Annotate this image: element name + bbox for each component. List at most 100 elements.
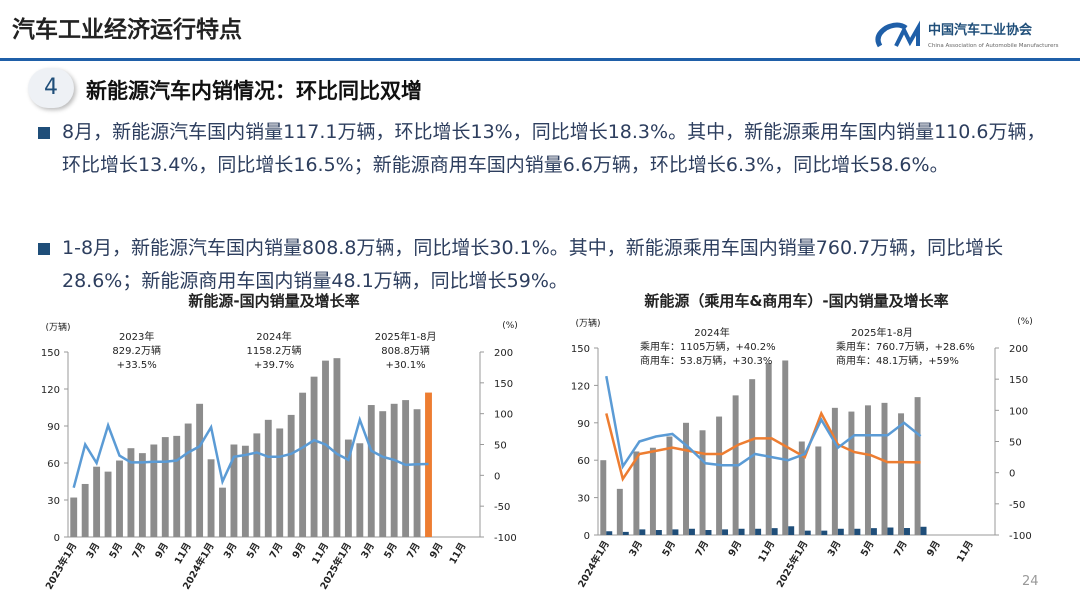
x-tick-label: 9月 (153, 541, 171, 560)
bar (333, 358, 341, 537)
page-number: 24 (1022, 574, 1039, 589)
bar (616, 488, 623, 535)
bar (310, 376, 318, 537)
y2-tick-label: -50 (1009, 500, 1025, 511)
bar (276, 428, 284, 537)
bar (241, 445, 249, 537)
y-axis-label: (万辆) (45, 321, 70, 333)
x-tick-label: 3月 (627, 539, 645, 558)
x-tick-label: 7月 (268, 541, 286, 560)
y-tick-label: 90 (47, 422, 60, 433)
x-tick-label: 2024年1月 (575, 539, 611, 590)
line (605, 410, 921, 482)
header-rule (0, 58, 1080, 61)
annotation: 2024年 (694, 326, 729, 339)
y-tick-label: 150 (41, 348, 60, 359)
bar (771, 528, 778, 535)
bar (356, 443, 364, 537)
y2-tick-label: 0 (1009, 469, 1015, 480)
y2-tick-label: -100 (1009, 531, 1032, 542)
section-number: 4 (28, 68, 74, 108)
bar (116, 460, 123, 537)
x-tick-label: 7月 (892, 539, 910, 558)
y2-tick-label: 50 (1009, 438, 1022, 449)
logo-name: 中国汽车工业协会 (928, 22, 1033, 38)
x-tick-label: 5月 (245, 541, 263, 560)
bar (755, 528, 762, 535)
x-tick-label: 7月 (130, 541, 148, 560)
x-tick-label: 9月 (428, 541, 446, 560)
bar (716, 416, 723, 535)
bar (390, 403, 398, 537)
y-axis-label: (万辆) (575, 317, 600, 329)
x-tick-label: 5月 (108, 541, 126, 560)
x-tick-label: 3月 (826, 539, 844, 558)
bar (920, 526, 927, 535)
y2-tick-label: 150 (1009, 375, 1028, 386)
annotation: 商用车：53.8万辆，+30.3% (640, 354, 772, 367)
y2-tick-label: -50 (494, 502, 510, 513)
annotation: 829.2万辆 (112, 344, 161, 357)
y-tick-label: 0 (54, 533, 60, 544)
y2-tick-label: 50 (494, 441, 507, 452)
bar (606, 531, 613, 535)
annotation: +33.5% (117, 360, 157, 371)
bar (299, 392, 307, 537)
y2-tick-label: 100 (494, 410, 513, 421)
chart-title: 新能源（乘用车&商用车）-国内销量及增长率 (644, 292, 948, 310)
bar (622, 531, 629, 535)
x-tick-label: 11月 (310, 541, 331, 566)
bar (150, 444, 158, 537)
x-tick-label: 9月 (925, 539, 943, 558)
bar (104, 471, 112, 537)
y2-axis-label: (%) (1017, 317, 1033, 327)
x-tick-label: 2025年1月 (774, 539, 810, 590)
annotation: 1158.2万辆 (247, 344, 302, 357)
bar (738, 528, 745, 535)
bar (788, 526, 795, 535)
bar (705, 530, 712, 535)
bar (904, 528, 910, 535)
bar (683, 422, 689, 535)
x-tick-label: 9月 (291, 541, 309, 560)
bar (127, 448, 135, 537)
bar (881, 402, 888, 535)
bar (782, 360, 789, 535)
y-tick-label: 60 (47, 459, 60, 470)
bar (848, 411, 855, 535)
annotation: 商用车：48.1万辆，+59% (836, 354, 959, 367)
bar (196, 403, 204, 537)
bar (666, 436, 673, 535)
y-tick-label: 30 (47, 496, 60, 507)
annotation: 2024年 (256, 330, 291, 343)
annotation: +30.1% (386, 360, 426, 371)
bar (253, 433, 261, 537)
annotation: 乘用车：1105万辆，+40.2% (640, 340, 776, 353)
section-title: 新能源汽车内销情况：环比同比双增 (86, 79, 422, 103)
annotation: +39.7% (254, 360, 294, 371)
bar (230, 444, 238, 537)
y2-tick-label: 100 (1009, 406, 1028, 417)
bar (219, 487, 226, 537)
y2-tick-label: 200 (494, 348, 513, 359)
bar (184, 423, 192, 537)
bar (81, 483, 89, 537)
annotation: 2025年1-8月 (851, 326, 913, 339)
y2-axis-label: (%) (502, 321, 518, 331)
bar (870, 528, 877, 535)
bar (699, 430, 706, 535)
x-tick-label: 11月 (756, 539, 777, 564)
y-tick-label: 90 (577, 419, 590, 430)
header-title: 汽车工业经济运行特点 (12, 17, 242, 43)
bar (138, 453, 146, 537)
bar (765, 362, 772, 535)
bar (413, 409, 421, 537)
x-tick-label: 5月 (660, 539, 678, 558)
line (72, 415, 429, 489)
bar (688, 528, 695, 535)
annotation: 808.8万辆 (381, 344, 430, 357)
bar (854, 528, 861, 535)
x-tick-label: 11月 (173, 541, 194, 566)
annotation: 乘用车：760.7万辆，+28.6% (836, 340, 975, 353)
